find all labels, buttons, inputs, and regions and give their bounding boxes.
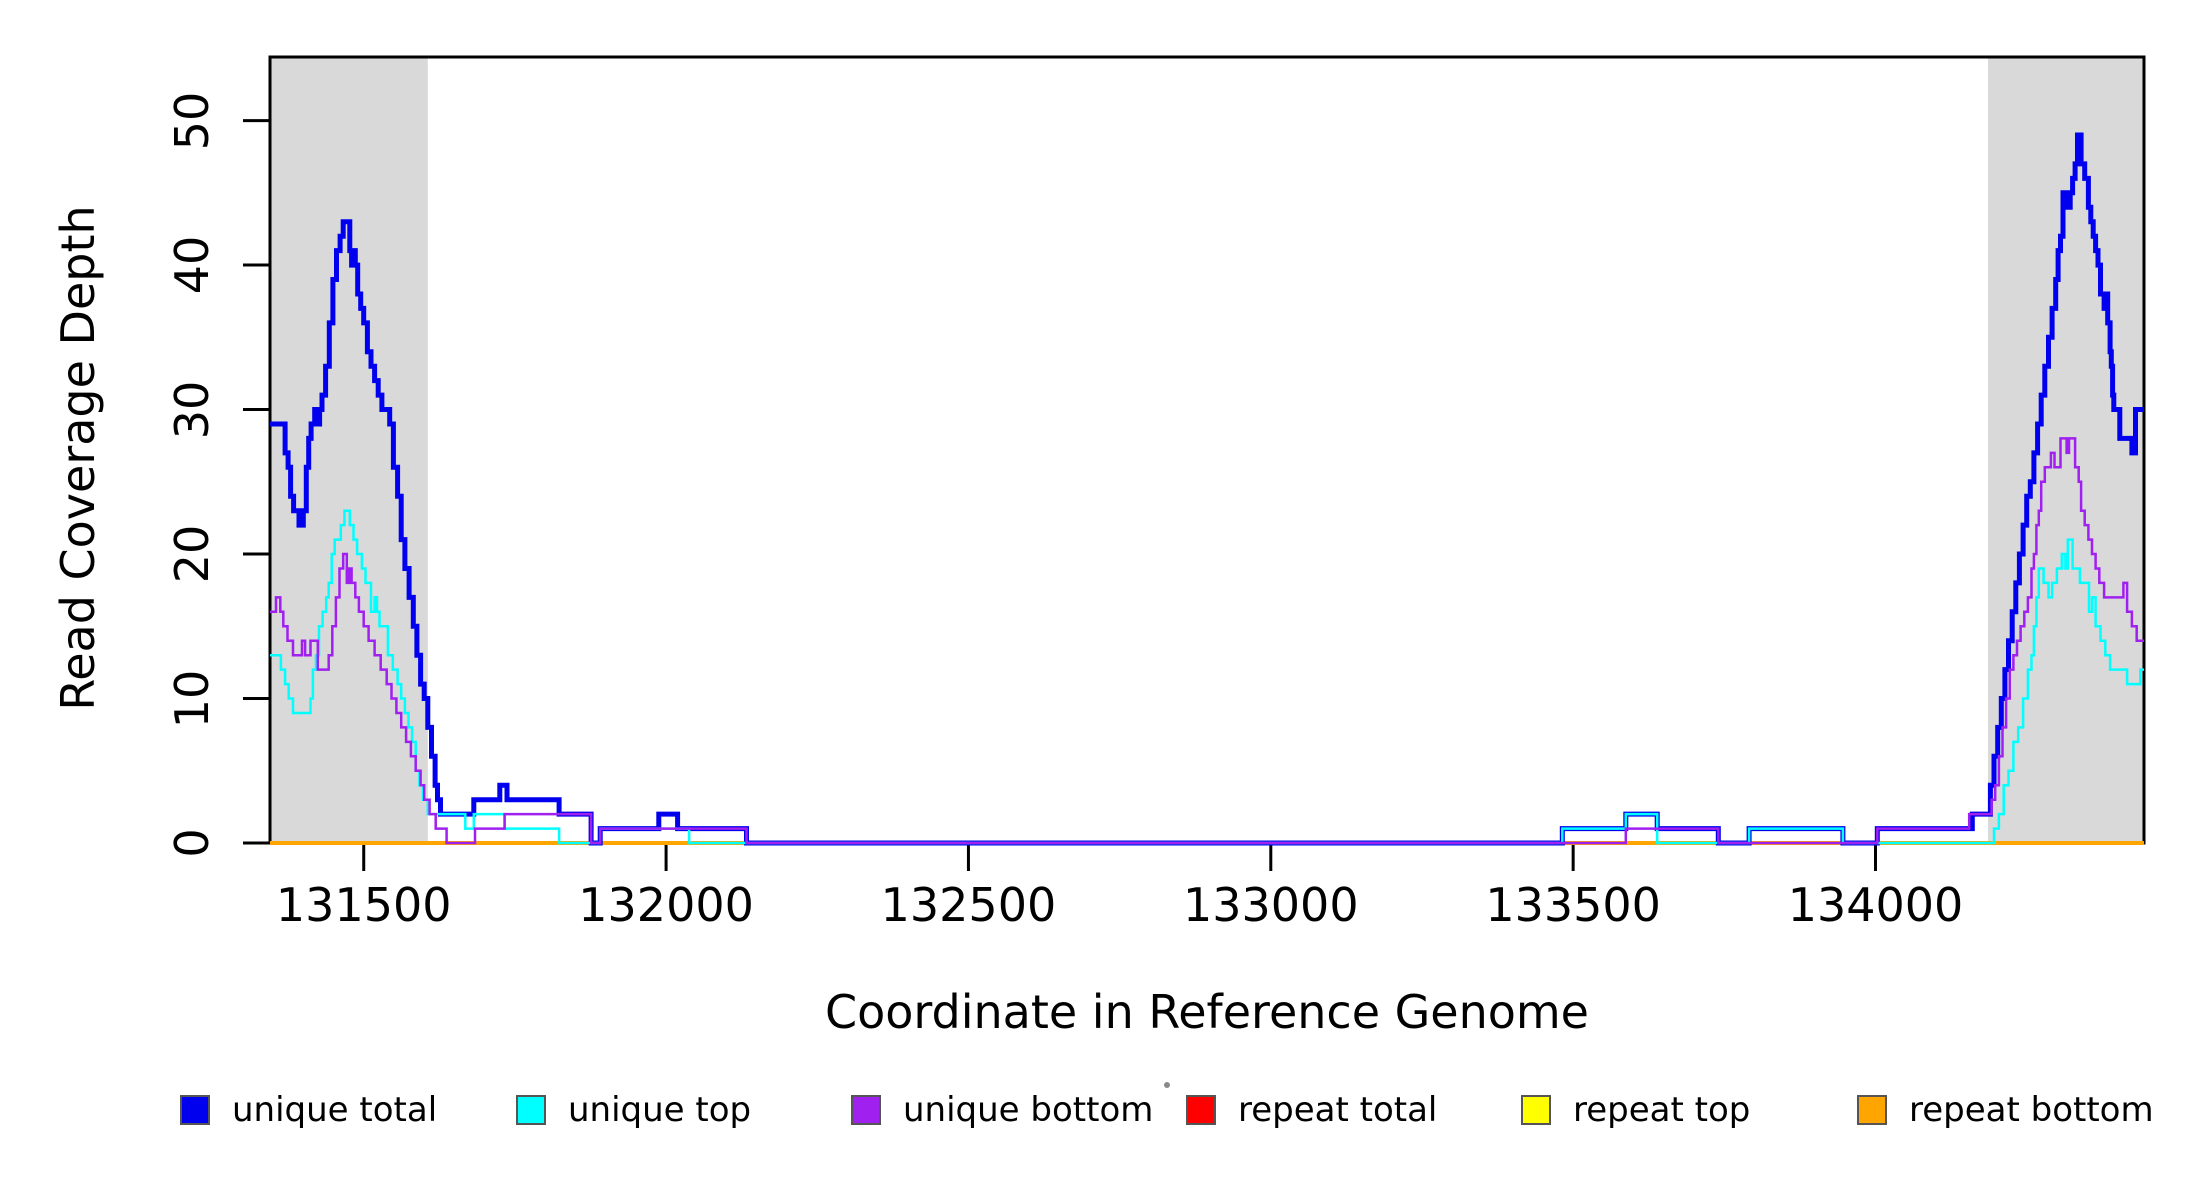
legend-swatch-unique-bottom bbox=[851, 1095, 881, 1125]
shaded-region bbox=[270, 57, 428, 843]
y-tick-label: 30 bbox=[165, 380, 219, 439]
legend-item-repeat-top: repeat top bbox=[1521, 1086, 1750, 1134]
legend-label: repeat total bbox=[1238, 1090, 1438, 1130]
y-axis-title: Read Coverage Depth bbox=[51, 205, 105, 711]
y-tick-label: 10 bbox=[165, 669, 219, 728]
legend-label: unique total bbox=[232, 1090, 438, 1130]
x-tick-label: 131500 bbox=[275, 878, 452, 932]
series-unique-total-line bbox=[270, 132, 2144, 846]
legend-swatch-unique-top bbox=[516, 1095, 546, 1125]
legend-item-repeat-bottom: repeat bottom bbox=[1857, 1086, 2154, 1134]
x-axis-title: Coordinate in Reference Genome bbox=[825, 985, 1589, 1039]
x-tick-label: 133500 bbox=[1485, 878, 1661, 932]
legend-swatch-repeat-top bbox=[1521, 1095, 1551, 1125]
x-tick-label: 132500 bbox=[880, 878, 1057, 932]
x-tick-label: 132000 bbox=[578, 878, 754, 932]
legend-label: repeat bottom bbox=[1909, 1090, 2154, 1130]
legend-swatch-repeat-total bbox=[1186, 1095, 1216, 1125]
y-tick-label: 50 bbox=[165, 91, 219, 150]
legend-label: repeat top bbox=[1573, 1090, 1751, 1130]
y-tick-label: 40 bbox=[165, 235, 219, 295]
plot-border bbox=[268, 55, 2146, 845]
legend-item-unique-total: unique total bbox=[180, 1086, 437, 1134]
x-tick-label: 134000 bbox=[1787, 878, 1964, 932]
y-tick-label: 20 bbox=[165, 524, 219, 584]
series-unique-bottom-line bbox=[270, 437, 2144, 845]
y-tick-label: 0 bbox=[165, 828, 219, 858]
stray-mark bbox=[1164, 1082, 1170, 1088]
legend-item-repeat-total: repeat total bbox=[1186, 1086, 1437, 1134]
legend-item-unique-top: unique top bbox=[516, 1086, 751, 1134]
legend-label: unique top bbox=[568, 1090, 752, 1130]
legend-swatch-repeat-bottom bbox=[1857, 1095, 1887, 1125]
series-unique-top-line bbox=[270, 509, 2144, 845]
legend-swatch-unique-total bbox=[180, 1095, 210, 1125]
legend-label: unique bottom bbox=[903, 1090, 1154, 1130]
x-tick-label: 133000 bbox=[1182, 878, 1359, 932]
legend-item-unique-bottom: unique bottom bbox=[851, 1086, 1153, 1134]
